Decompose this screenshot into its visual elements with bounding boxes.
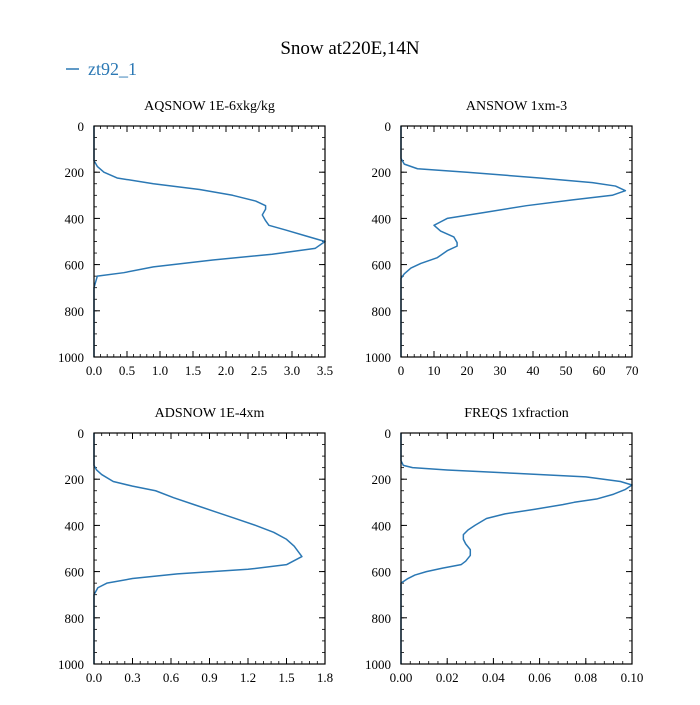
- y-tick-label: 600: [372, 258, 392, 273]
- y-tick-label: 600: [372, 565, 392, 580]
- x-tick-label: 30: [494, 363, 507, 378]
- panel-2: ANSNOW 1xm-3 0 10 20 30 40 50 60 70 0 200 400 600 800…: [365, 99, 639, 378]
- series-line: [93, 126, 326, 357]
- x-tick-label: 1.5: [278, 670, 294, 685]
- x-tick-label: 0.0: [86, 363, 102, 378]
- plot-frame: [93, 125, 326, 358]
- y-tick-label: 1000: [58, 657, 84, 672]
- x-tick-label: 0.06: [528, 670, 551, 685]
- y-tick-label: 600: [65, 258, 85, 273]
- x-tick-label: 0: [398, 363, 405, 378]
- panel-1: AQSNOW 1E-6xkg/kg 0.0 0.5 1.0 1.5 2.0 2.5 3.0 3.…: [58, 99, 333, 378]
- y-tick-label: 200: [372, 165, 392, 180]
- y-tick-label: 1000: [365, 350, 391, 365]
- x-tick-label: 0.0: [86, 670, 102, 685]
- y-tick-label: 800: [372, 304, 392, 319]
- plot-frame: [400, 432, 633, 665]
- x-tick-label: 1.2: [240, 670, 256, 685]
- y-tick-label: 400: [372, 211, 392, 226]
- panels: AQSNOW 1E-6xkg/kg 0.0 0.5 1.0 1.5 2.0 2.5 3.0 3.…: [58, 99, 643, 685]
- y-tick-label: 1000: [365, 657, 391, 672]
- plot-frame: [400, 125, 633, 358]
- y-tick-label: 400: [65, 211, 85, 226]
- panel-title: ADSNOW 1E-4xm: [155, 406, 265, 421]
- x-tick-label: 2.5: [251, 363, 267, 378]
- panel-title: FREQS 1xfraction: [464, 406, 569, 421]
- series-line: [93, 433, 303, 664]
- x-tick-label: 1.5: [185, 363, 201, 378]
- y-tick-label: 400: [372, 518, 392, 533]
- y-tick-label: 1000: [58, 350, 84, 365]
- x-tick-label: 0.10: [621, 670, 644, 685]
- y-tick-label: 0: [78, 426, 85, 441]
- y-tick-label: 800: [65, 611, 85, 626]
- legend-label: zt92_1: [88, 59, 137, 79]
- y-tick-label: 0: [385, 426, 392, 441]
- y-tick-label: 200: [65, 472, 85, 487]
- plot-frame: [93, 432, 326, 665]
- y-tick-label: 400: [65, 518, 85, 533]
- x-tick-label: 1.8: [317, 670, 333, 685]
- x-tick-label: 2.0: [218, 363, 234, 378]
- x-tick-label: 3.5: [317, 363, 333, 378]
- x-tick-label: 0.02: [436, 670, 459, 685]
- x-tick-label: 40: [527, 363, 540, 378]
- x-tick-label: 0.6: [163, 670, 180, 685]
- x-tick-label: 50: [560, 363, 573, 378]
- x-tick-label: 70: [626, 363, 639, 378]
- x-tick-label: 1.0: [152, 363, 168, 378]
- panel-4: FREQS 1xfraction 0.00 0.02 0.04 0.06 0.08 0.10…: [365, 406, 643, 685]
- figure-title: Snow at220E,14N: [280, 38, 420, 59]
- x-tick-label: 3.0: [284, 363, 300, 378]
- series-line: [400, 433, 633, 664]
- x-tick-label: 0.00: [390, 670, 413, 685]
- panel-title: ANSNOW 1xm-3: [466, 99, 567, 114]
- x-tick-label: 0.04: [482, 670, 505, 685]
- panel-3: ADSNOW 1E-4xm 0.0 0.3 0.6 0.9 1.2 1.5 1.8 0 200 40…: [58, 406, 333, 685]
- y-tick-label: 800: [65, 304, 85, 319]
- y-tick-label: 800: [372, 611, 392, 626]
- x-tick-label: 0.9: [201, 670, 217, 685]
- x-tick-label: 0.08: [574, 670, 597, 685]
- y-tick-label: 0: [385, 119, 392, 134]
- x-tick-label: 0.5: [119, 363, 135, 378]
- y-tick-label: 200: [65, 165, 85, 180]
- y-tick-label: 0: [78, 119, 85, 134]
- y-tick-label: 200: [372, 472, 392, 487]
- x-tick-label: 10: [428, 363, 441, 378]
- panel-title: AQSNOW 1E-6xkg/kg: [144, 99, 275, 114]
- series-line: [400, 126, 627, 357]
- y-tick-label: 600: [65, 565, 85, 580]
- x-tick-label: 20: [461, 363, 474, 378]
- x-tick-label: 60: [593, 363, 606, 378]
- x-tick-label: 0.3: [124, 670, 140, 685]
